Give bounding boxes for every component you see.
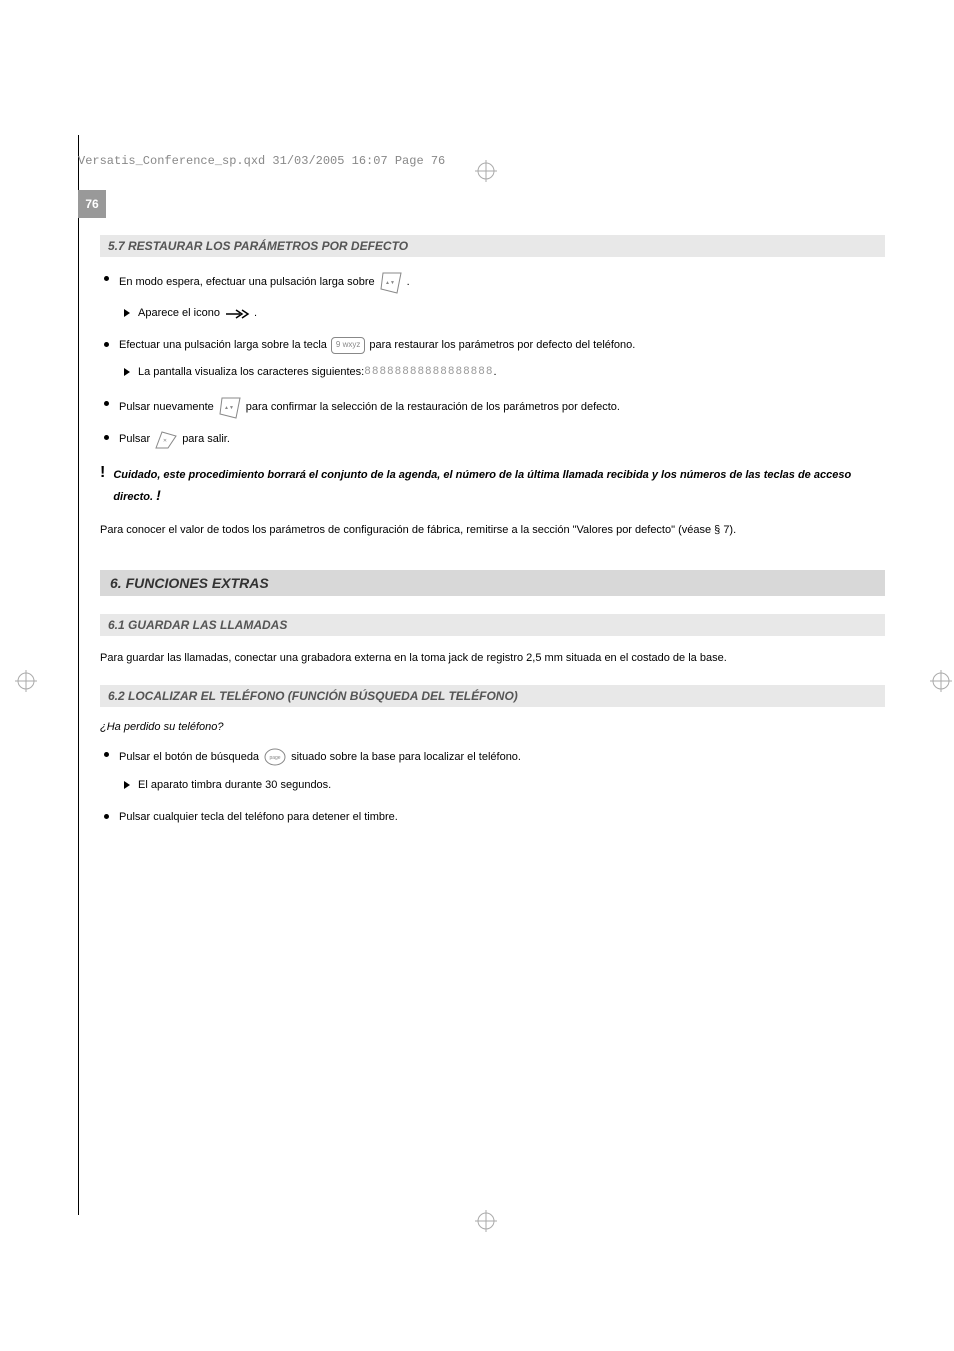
svg-text:▲▼: ▲▼ bbox=[224, 405, 234, 411]
text: . bbox=[407, 274, 410, 292]
page-number-badge: 76 bbox=[78, 190, 106, 218]
crop-mark-bottom-icon bbox=[475, 1210, 497, 1235]
crop-mark-left-icon bbox=[15, 670, 37, 695]
bullet-icon bbox=[104, 814, 109, 819]
triangle-icon bbox=[124, 368, 130, 376]
triangle-icon bbox=[124, 309, 130, 317]
exclamation-icon: ! bbox=[100, 464, 105, 482]
list-item: Pulsar ✕ para salir. bbox=[104, 430, 885, 450]
dial-key-icon: ▲▼ bbox=[379, 271, 403, 295]
svg-text:page: page bbox=[270, 755, 281, 761]
document-header: Versatis_Conference_sp.qxd 31/03/2005 16… bbox=[78, 154, 445, 168]
segment-display: 88888888888888888 bbox=[364, 364, 493, 382]
intro-question: ¿Ha perdido su teléfono? bbox=[100, 721, 885, 733]
text: La pantalla visualiza los caracteres sig… bbox=[138, 364, 364, 382]
bullet-icon bbox=[104, 342, 109, 347]
text: para confirmar la selección de la restau… bbox=[246, 399, 620, 417]
sub-list-item: La pantalla visualiza los caracteres sig… bbox=[124, 364, 885, 382]
list-item: Pulsar cualquier tecla del teléfono para… bbox=[104, 809, 885, 827]
bullet-icon bbox=[104, 401, 109, 406]
text: Pulsar el botón de búsqueda bbox=[119, 749, 259, 767]
arrow-settings-icon bbox=[224, 307, 250, 321]
list-item: Pulsar el botón de búsqueda page situado… bbox=[104, 747, 885, 767]
sub-list-item: El aparato timbra durante 30 segundos. bbox=[124, 777, 885, 795]
exclamation-icon: ! bbox=[156, 487, 161, 503]
bullet-icon bbox=[104, 435, 109, 440]
section-6-2-heading: 6.2 LOCALIZAR EL TELÉFONO (FUNCIÓN BÚSQU… bbox=[100, 685, 885, 707]
text: para salir. bbox=[182, 431, 230, 449]
text: situado sobre la base para localizar el … bbox=[291, 749, 521, 767]
warning-note: ! Cuidado, este procedimiento borrará el… bbox=[100, 466, 885, 508]
text: . bbox=[493, 364, 496, 382]
text: Aparece el icono bbox=[138, 305, 220, 323]
triangle-icon bbox=[124, 781, 130, 789]
text: Pulsar nuevamente bbox=[119, 399, 214, 417]
page-number: 76 bbox=[85, 197, 98, 211]
paragraph: Para guardar las llamadas, conectar una … bbox=[100, 650, 885, 668]
text: El aparato timbra durante 30 segundos. bbox=[138, 777, 331, 795]
section-6-heading: 6. FUNCIONES EXTRAS bbox=[100, 570, 885, 596]
page-content: 5.7 RESTAURAR LOS PARÁMETROS POR DEFECTO… bbox=[100, 235, 885, 837]
svg-text:✕: ✕ bbox=[163, 438, 167, 444]
text: En modo espera, efectuar una pulsación l… bbox=[119, 274, 375, 292]
warning-text: Cuidado, este procedimiento borrará el c… bbox=[113, 469, 851, 504]
text: Pulsar cualquier tecla del teléfono para… bbox=[119, 809, 398, 827]
bullet-icon bbox=[104, 752, 109, 757]
svg-text:▲▼: ▲▼ bbox=[385, 280, 395, 286]
crop-mark-top-icon bbox=[475, 160, 497, 185]
paragraph: Para conocer el valor de todos los parám… bbox=[100, 522, 885, 540]
page-left-border bbox=[78, 135, 79, 1215]
bullet-icon bbox=[104, 276, 109, 281]
text: Efectuar una pulsación larga sobre la te… bbox=[119, 337, 327, 355]
list-item: Pulsar nuevamente ▲▼ para confirmar la s… bbox=[104, 396, 885, 420]
sub-list-item: Aparece el icono . bbox=[124, 305, 885, 323]
page-button-icon: page bbox=[263, 747, 287, 767]
crop-mark-right-icon bbox=[930, 670, 952, 695]
list-item: Efectuar una pulsación larga sobre la te… bbox=[104, 337, 885, 355]
text: . bbox=[254, 305, 257, 323]
text: Pulsar bbox=[119, 431, 150, 449]
section-5-7-heading: 5.7 RESTAURAR LOS PARÁMETROS POR DEFECTO bbox=[100, 235, 885, 257]
exit-key-icon: ✕ bbox=[154, 430, 178, 450]
text: para restaurar los parámetros por defect… bbox=[369, 337, 635, 355]
key-9-icon: 9 wxyz bbox=[331, 337, 365, 354]
list-item: En modo espera, efectuar una pulsación l… bbox=[104, 271, 885, 295]
dial-key-icon: ▲▼ bbox=[218, 396, 242, 420]
section-6-1-heading: 6.1 GUARDAR LAS LLAMADAS bbox=[100, 614, 885, 636]
